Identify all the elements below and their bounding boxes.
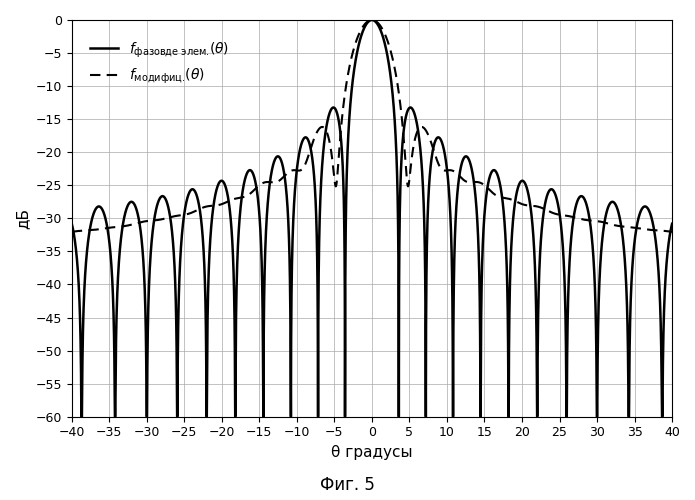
Y-axis label: дБ: дБ — [15, 208, 30, 229]
$f_{\text{модифиц.}}(\theta)$ — [513, 199, 521, 205]
$f_{\text{фазовде элем.}}(\theta)$ — [77, 414, 85, 420]
Legend: $f_{\text{фазовде элем.}}(\theta)$, $f_{\text{модифиц.}}(\theta)$: $f_{\text{фазовде элем.}}(\theta)$, $f_{… — [85, 35, 235, 92]
$f_{\text{фазовде элем.}}(\theta)$ — [668, 221, 676, 227]
X-axis label: θ градусы: θ градусы — [332, 445, 413, 460]
Line: $f_{\text{модифиц.}}(\theta)$: $f_{\text{модифиц.}}(\theta)$ — [72, 20, 672, 232]
Text: Фиг. 5: Фиг. 5 — [320, 476, 375, 494]
$f_{\text{фазовде элем.}}(\theta)$ — [449, 340, 457, 345]
$f_{\text{фазовде элем.}}(\theta)$ — [423, 232, 432, 238]
$f_{\text{модифиц.}}(\theta)$ — [668, 229, 676, 235]
$f_{\text{модифиц.}}(\theta)$ — [98, 226, 106, 232]
$f_{\text{модифиц.}}(\theta)$ — [449, 168, 457, 174]
$f_{\text{фазовде элем.}}(\theta)$ — [513, 188, 521, 194]
$f_{\text{фазовде элем.}}(\theta)$ — [285, 242, 293, 248]
$f_{\text{фазовде элем.}}(\theta)$ — [67, 221, 76, 227]
Line: $f_{\text{фазовде элем.}}(\theta)$: $f_{\text{фазовде элем.}}(\theta)$ — [72, 20, 672, 416]
$f_{\text{модифиц.}}(\theta)$ — [67, 229, 76, 235]
$f_{\text{фазовде элем.}}(\theta)$ — [545, 188, 553, 194]
$f_{\text{модифиц.}}(\theta)$ — [423, 130, 431, 136]
$f_{\text{модифиц.}}(\theta)$ — [285, 169, 293, 175]
$f_{\text{фазовде элем.}}(\theta)$ — [368, 17, 376, 23]
$f_{\text{модифиц.}}(\theta)$ — [368, 17, 376, 23]
$f_{\text{фазовде элем.}}(\theta)$ — [98, 206, 106, 212]
$f_{\text{модифиц.}}(\theta)$ — [545, 208, 553, 214]
